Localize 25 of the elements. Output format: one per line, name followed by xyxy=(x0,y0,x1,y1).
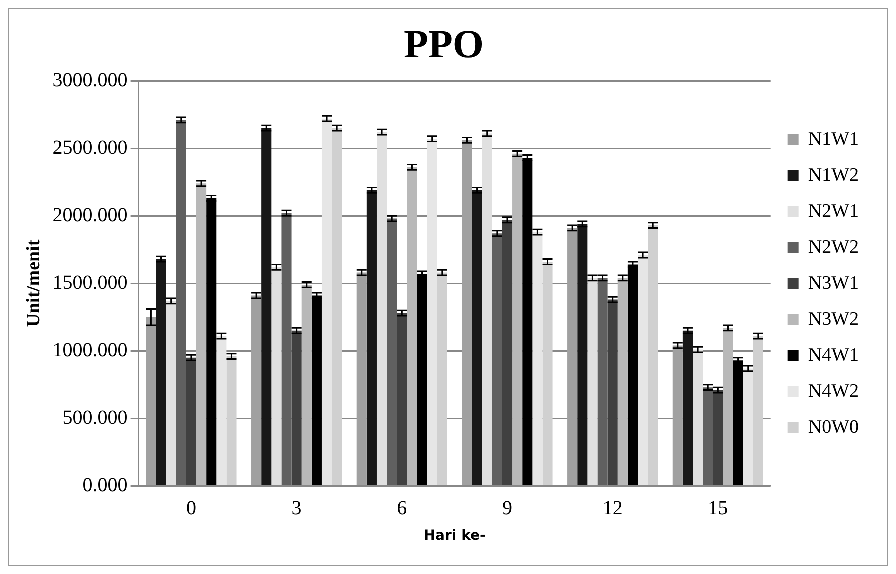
y-tick-label: 1500.000 xyxy=(52,272,128,294)
legend-label: N1W1 xyxy=(808,128,859,150)
legend-label: N2W2 xyxy=(808,236,859,258)
legend-label: N1W2 xyxy=(808,164,859,186)
legend-label: N0W0 xyxy=(808,416,859,438)
legend-label: N4W2 xyxy=(808,380,859,402)
y-axis-title: Unit/menit xyxy=(23,239,44,328)
x-tick-label: 0 xyxy=(186,497,196,520)
x-axis-title: Hari ke- xyxy=(424,528,486,544)
x-tick-label: 3 xyxy=(292,497,302,520)
legend-label: N4W1 xyxy=(808,344,859,366)
y-tick-label: 0.000 xyxy=(82,474,128,496)
chart-title: PPO xyxy=(404,21,484,66)
y-tick-label: 2000.000 xyxy=(52,204,128,226)
y-tick-label: 1000.000 xyxy=(52,339,128,362)
x-tick-label: 6 xyxy=(397,497,408,520)
legend-label: N3W1 xyxy=(808,272,859,294)
legend-label: N3W2 xyxy=(808,308,859,330)
y-tick-label: 2500.000 xyxy=(52,136,128,159)
y-tick-label: 3000.000 xyxy=(52,69,128,92)
x-tick-label: 15 xyxy=(708,497,728,520)
legend-label: N2W1 xyxy=(808,200,859,222)
y-tick-label: 500.000 xyxy=(62,406,128,429)
x-tick-label: 9 xyxy=(502,497,512,520)
x-tick-label: 12 xyxy=(602,497,623,520)
